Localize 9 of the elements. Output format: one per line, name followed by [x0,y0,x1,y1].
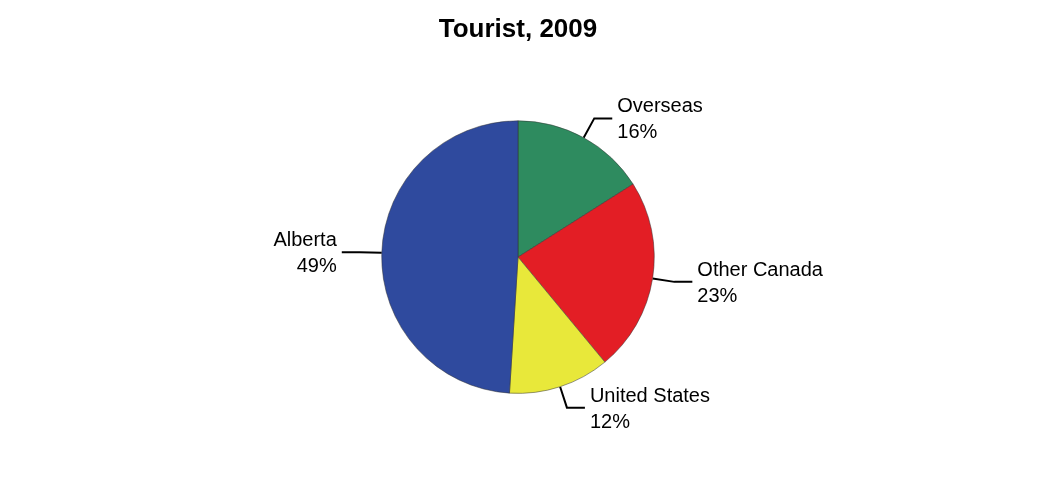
chart-title: Tourist, 2009 [438,13,598,43]
slice-label: Alberta [273,228,338,251]
data-label: 16% [617,120,658,143]
data-label: 49% [296,254,337,277]
slice-label: Overseas [617,94,703,117]
slice-label: Other Canada [697,257,824,280]
slice-label: United States [589,383,710,406]
data-label: 23% [697,283,738,306]
data-label: 12% [589,409,631,432]
